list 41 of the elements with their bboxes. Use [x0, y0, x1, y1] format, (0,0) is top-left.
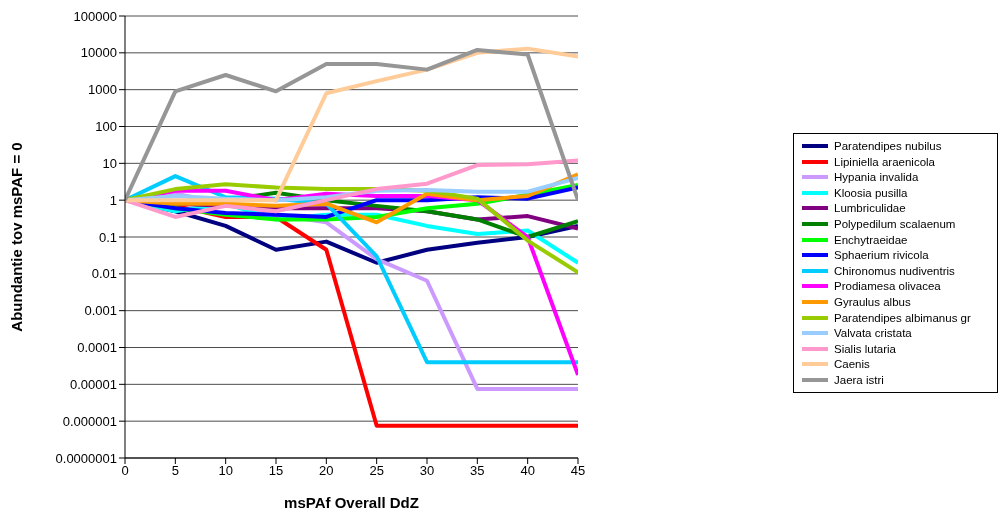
x-tick-label: 20 — [319, 463, 334, 479]
legend-label: Valvata cristata — [834, 327, 912, 340]
y-axis-title: Abundantie tov msPAF = 0 — [8, 142, 26, 332]
x-tick-label: 35 — [470, 463, 485, 479]
y-tick-label: 0.001 — [84, 303, 117, 319]
y-tick-label: 0.1 — [98, 229, 117, 245]
x-tick-label: 25 — [369, 463, 384, 479]
y-tick-label: 1 — [109, 192, 117, 208]
legend-label: Chironomus nudiventris — [834, 264, 955, 277]
y-tick-label: 0.000001 — [62, 413, 117, 429]
y-tick-label: 100 — [95, 119, 117, 135]
x-tick-label: 10 — [218, 463, 233, 479]
legend-label: Prodiamesa olivacea — [834, 280, 941, 293]
legend-label: Lipiniella araenicola — [834, 155, 936, 168]
y-tick-label: 0.00001 — [70, 376, 117, 392]
y-tick-label: 0.01 — [91, 266, 117, 282]
y-tick-label: 10 — [102, 155, 117, 171]
legend-label: Hypania invalida — [834, 171, 919, 184]
legend-label: Lumbriculidae — [834, 202, 906, 215]
y-tick-label: 100000 — [73, 8, 117, 24]
legend-label: Sialis lutaria — [834, 342, 896, 355]
legend-label: Kloosia pusilla — [834, 186, 908, 199]
x-axis-title: msPAf Overall DdZ — [284, 494, 419, 511]
legend-label: Paratendipes albimanus gr — [834, 311, 971, 324]
y-tick-label: 0.0001 — [77, 340, 117, 356]
y-tick-label: 10000 — [80, 45, 117, 61]
legend-label: Paratendipes nubilus — [834, 140, 942, 153]
legend-label: Sphaerium rivicola — [834, 249, 929, 262]
legend-label: Enchytraeidae — [834, 233, 908, 246]
legend-label: Polypedilum scalaenum — [834, 218, 956, 231]
x-tick-label: 15 — [268, 463, 284, 479]
x-tick-label: 5 — [171, 463, 179, 479]
legend-label: Jaera istri — [834, 373, 884, 386]
x-tick-label: 0 — [121, 463, 129, 479]
x-tick-label: 45 — [570, 463, 586, 479]
y-tick-label: 0.0000001 — [55, 450, 117, 466]
x-tick-label: 40 — [520, 463, 535, 479]
y-tick-label: 1000 — [88, 82, 117, 98]
legend-label: Caenis — [834, 358, 870, 371]
legend-label: Gyraulus albus — [834, 295, 911, 308]
x-tick-label: 30 — [419, 463, 435, 479]
